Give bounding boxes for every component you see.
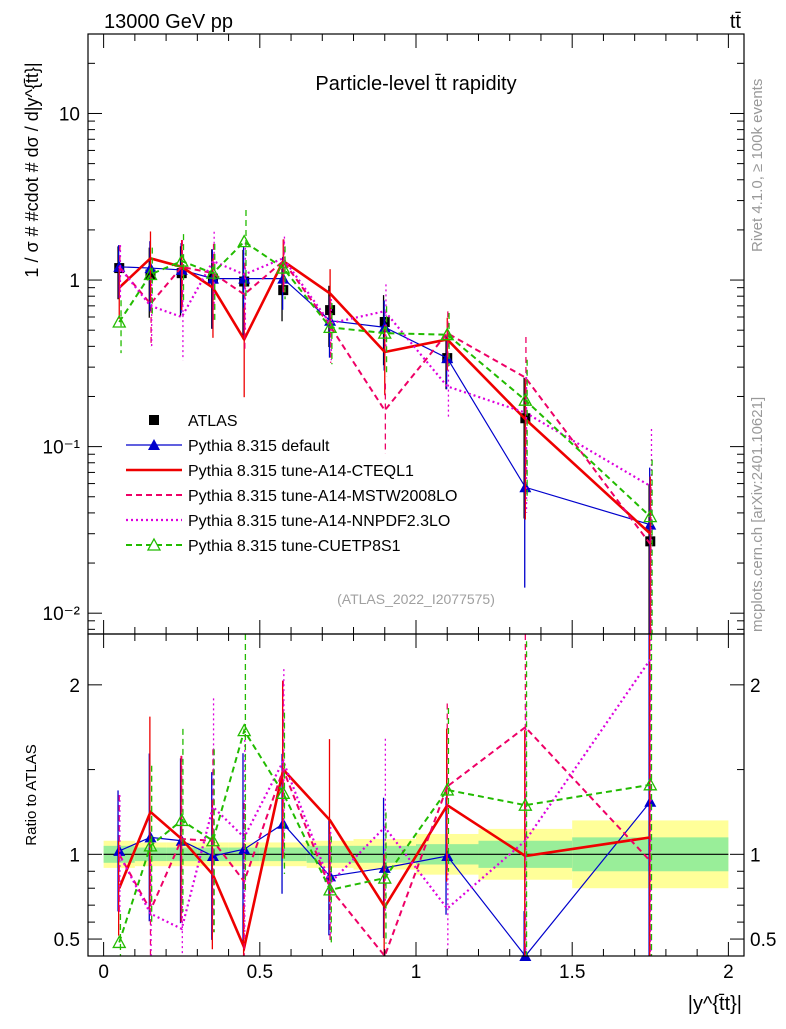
plot-canvas: 13000 GeV pp tt̄ Rivet 4.1.0, ≥ 100k eve… bbox=[0, 0, 786, 1024]
main-y-tick-label: 1 bbox=[69, 271, 80, 292]
x-axis-label: |y^{t̄t}| bbox=[688, 993, 742, 1015]
ratio-y-tick-label-right: 0.5 bbox=[750, 930, 776, 951]
legend-entry: Pythia 8.315 tune-A14-NNPDF2.3LO bbox=[188, 513, 450, 530]
legend-entry: Pythia 8.315 tune-CUETP8S1 bbox=[188, 538, 401, 555]
source-label: mcplots.cern.ch [arXiv:2401.10621] bbox=[749, 397, 766, 632]
ratio-y-tick-label: 0.5 bbox=[54, 930, 80, 951]
main-y-axis-label: 1 / σ # #cdot # dσ / d|y^{t̄t}| bbox=[22, 62, 42, 277]
x-tick-label: 1 bbox=[411, 962, 422, 983]
legend-entry: Pythia 8.315 tune-A14-MSTW2008LO bbox=[188, 488, 457, 505]
x-tick-label: 0.5 bbox=[247, 962, 273, 983]
process-label: tt̄ bbox=[730, 11, 742, 33]
main-y-tick-label: 10⁻² bbox=[43, 604, 81, 625]
ratio-y-axis-label: Ratio to ATLAS bbox=[23, 744, 40, 845]
legend-entry: Pythia 8.315 default bbox=[188, 438, 330, 455]
ratio-y-tick-label-right: 1 bbox=[750, 845, 761, 866]
ratio-y-tick-label: 2 bbox=[69, 676, 80, 697]
energy-label: 13000 GeV pp bbox=[104, 11, 233, 33]
ratio-y-tick-label-right: 2 bbox=[750, 676, 761, 697]
x-tick-label: 0 bbox=[98, 962, 109, 983]
ratio-y-tick-label: 1 bbox=[69, 845, 80, 866]
legend-entry: ATLAS bbox=[188, 413, 238, 430]
x-tick-label: 2 bbox=[723, 962, 734, 983]
rivet-version-label: Rivet 4.1.0, ≥ 100k events bbox=[749, 79, 766, 252]
x-tick-label: 1.5 bbox=[559, 962, 585, 983]
main-y-tick-label: 10⁻¹ bbox=[43, 438, 81, 459]
main-chart-title: Particle-level t̄t rapidity bbox=[315, 73, 516, 95]
main-y-tick-label: 10 bbox=[59, 104, 80, 125]
legend-entry: Pythia 8.315 tune-A14-CTEQL1 bbox=[188, 463, 414, 480]
legend-marker bbox=[149, 415, 159, 425]
analysis-watermark: (ATLAS_2022_I2077575) bbox=[337, 591, 495, 607]
